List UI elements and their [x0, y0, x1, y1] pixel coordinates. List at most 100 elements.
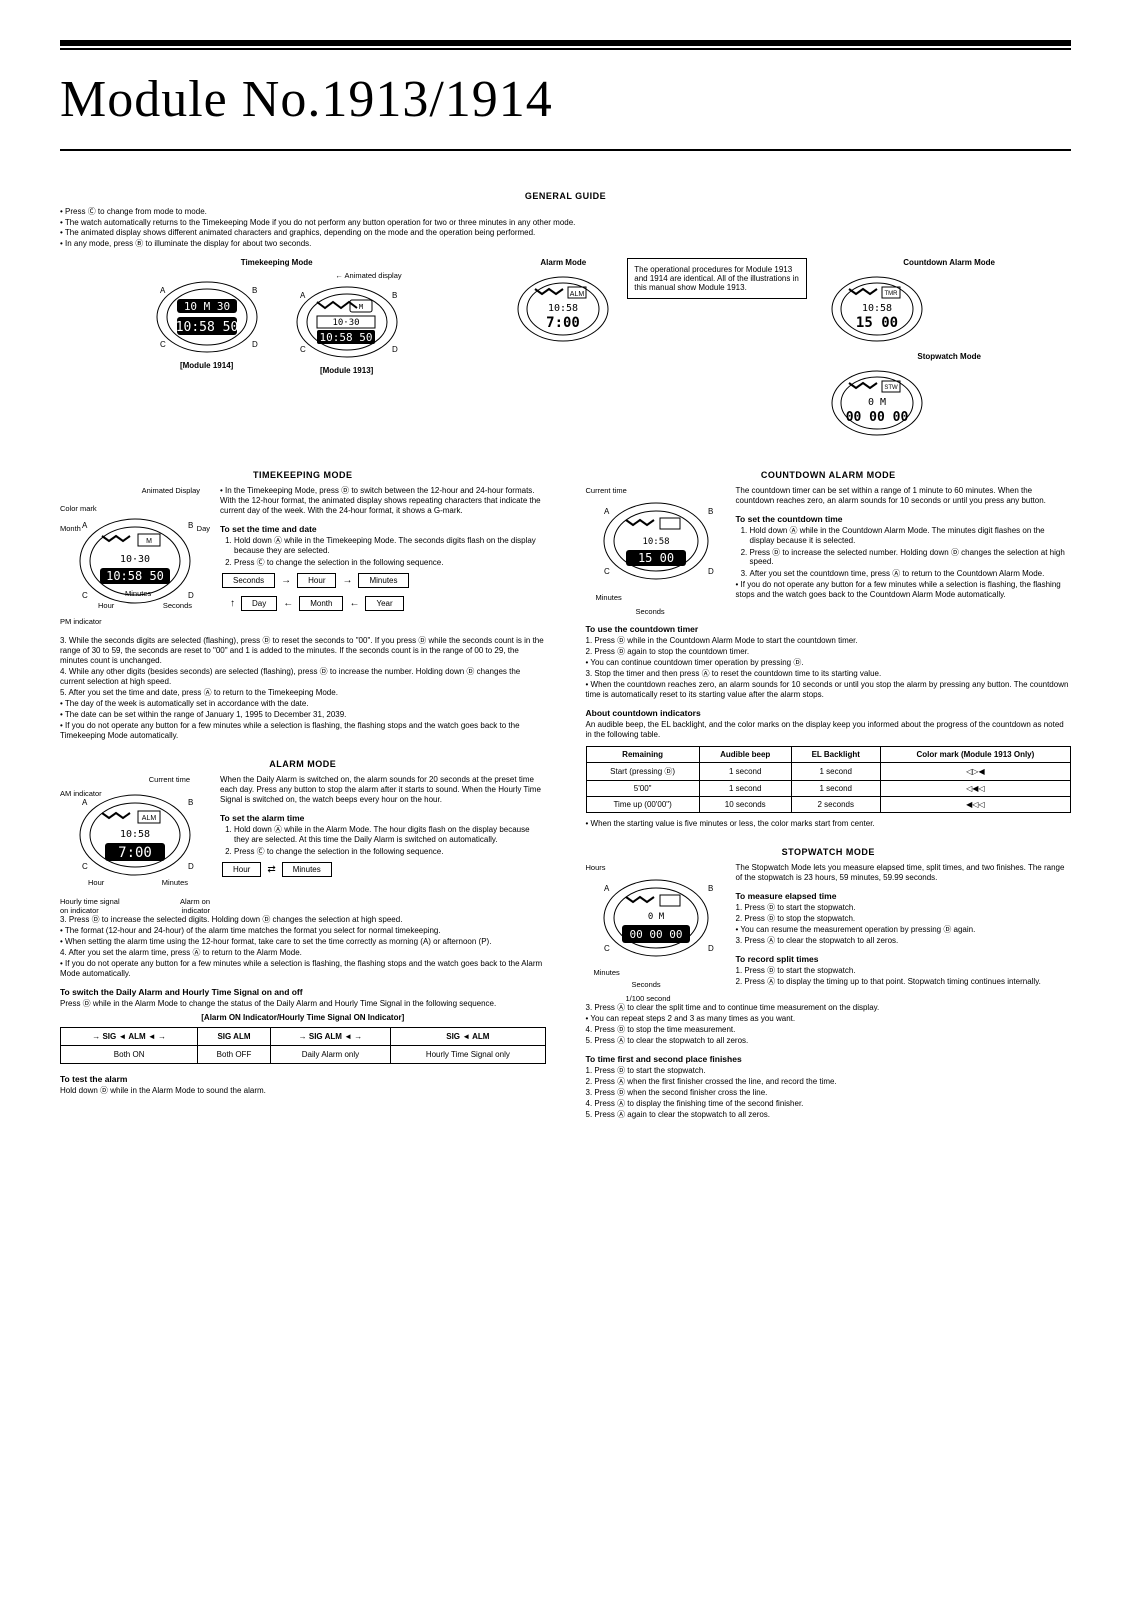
lbl-colormark: Color mark: [60, 504, 97, 513]
aih3: SIG ◄ ALM: [446, 1032, 489, 1041]
general-b1: The watch automatically returns to the T…: [65, 218, 576, 227]
sw-finish-head: To time first and second place finishes: [586, 1054, 1072, 1064]
sw-elapsed-head: To measure elapsed time: [736, 891, 1072, 901]
cap-1913: [Module 1913]: [292, 366, 402, 375]
cdr02: 1 second: [791, 763, 880, 781]
svg-text:D: D: [708, 944, 714, 953]
svg-text:10:58: 10:58: [548, 303, 578, 314]
air3: Hourly Time Signal only: [391, 1046, 545, 1064]
al-post-0: 3. Press Ⓓ to increase the selected digi…: [60, 915, 546, 925]
cdr10: 5'00": [586, 781, 699, 797]
svg-text:B: B: [252, 286, 257, 295]
air2: Daily Alarm only: [270, 1046, 390, 1064]
alseq-hour: Hour: [222, 862, 261, 877]
cd-ind-head: About countdown indicators: [586, 708, 1072, 718]
cdr12: 1 second: [791, 781, 880, 797]
lbl-seconds: Seconds: [163, 601, 192, 610]
cd-table-note: When the starting value is five minutes …: [591, 819, 875, 828]
svg-text:TMR: TMR: [885, 291, 899, 297]
svg-text:C: C: [604, 944, 610, 953]
seq-hour: Hour: [297, 573, 336, 588]
cd-use-4: • When the countdown reaches zero, an al…: [586, 680, 1072, 700]
sw-lbl-hund: 1/100 second: [626, 994, 671, 1003]
cd-step-1: Hold down Ⓐ while in the Countdown Alarm…: [750, 526, 1072, 545]
lbl-animated: Animated Display: [142, 486, 200, 495]
svg-text:B: B: [708, 884, 713, 893]
svg-text:ALM: ALM: [570, 291, 585, 298]
general-heading: GENERAL GUIDE: [60, 191, 1071, 201]
cd-lbl-current: Current time: [586, 486, 627, 495]
svg-text:10:58 50: 10:58 50: [106, 569, 164, 583]
svg-text:15 00: 15 00: [856, 315, 898, 331]
mode-diagram-row: Timekeeping Mode 10 M 30 10:58 50 AB CD: [60, 258, 1071, 440]
svg-text:C: C: [82, 862, 88, 871]
air1: Both OFF: [198, 1046, 270, 1064]
al-test-head: To test the alarm: [60, 1074, 546, 1084]
cd-lbl-min: Minutes: [596, 593, 622, 602]
cd-use-3: 3. Stop the timer and then press Ⓐ to re…: [586, 669, 1072, 679]
alseq-min: Minutes: [282, 862, 332, 877]
svg-text:C: C: [604, 567, 610, 576]
mode-alarm-label: Alarm Mode: [513, 258, 613, 267]
cdr01: 1 second: [699, 763, 791, 781]
sw-heading: STOPWATCH MODE: [586, 847, 1072, 857]
cd-lbl-sec: Seconds: [636, 607, 665, 616]
svg-text:ALM: ALM: [142, 815, 157, 822]
al-post-1: • The format (12-hour and 24-hour) of th…: [60, 926, 546, 936]
page-title: Module No.1913/1914: [60, 70, 1071, 129]
watch-alarm-icon: ALM 10:58 7:00: [513, 271, 613, 346]
cd-diagram-icon: 10:58 15 00 AB CD: [586, 486, 726, 596]
sw-e0: 1. Press Ⓓ to start the stopwatch.: [736, 903, 1072, 913]
alarm-step-1: Hold down Ⓐ while in the Alarm Mode. The…: [234, 825, 546, 844]
svg-text:STW: STW: [885, 385, 899, 391]
cdr20: Time up (00'00"): [586, 797, 699, 813]
svg-text:10:58 50: 10:58 50: [175, 320, 238, 335]
sw-f1: 2. Press Ⓐ when the first finisher cross…: [586, 1077, 1072, 1087]
svg-text:15 00: 15 00: [637, 551, 673, 565]
tk-note-0: The day of the week is automatically set…: [65, 699, 309, 708]
sw-diagram-icon: 0 M 00 00 00 AB CD: [586, 863, 726, 973]
cdh1: Audible beep: [699, 747, 791, 763]
watch-countdown-icon: TMR 10:58 15 00: [827, 271, 927, 346]
alarm-step-2: Press Ⓒ to change the selection in the f…: [234, 847, 546, 857]
air0: Both ON: [61, 1046, 198, 1064]
cdr11: 1 second: [699, 781, 791, 797]
sw-lbl-sec: Seconds: [632, 980, 661, 989]
sw-s5: 5. Press Ⓐ to clear the stopwatch to all…: [586, 1036, 1072, 1046]
svg-text:B: B: [708, 507, 713, 516]
cd-ind-text: An audible beep, the EL backlight, and t…: [586, 720, 1072, 740]
sw-s3: • You can repeat steps 2 and 3 as many t…: [586, 1014, 1072, 1024]
cdr00: Start (pressing Ⓓ): [586, 763, 699, 781]
cd-step-2: Press Ⓓ to increase the selected number.…: [750, 548, 1072, 567]
svg-text:7:00: 7:00: [118, 845, 152, 861]
cap-1914: [Module 1914]: [152, 361, 262, 370]
lbl-month: Month: [60, 524, 81, 533]
svg-text:M: M: [359, 303, 363, 311]
cdr13: ◁◀◁: [880, 781, 1070, 797]
tk-step-1: Hold down Ⓐ while in the Timekeeping Mod…: [234, 536, 546, 555]
tk-step-2: Press Ⓒ to change the selection in the f…: [234, 558, 546, 568]
al-lbl-am: AM indicator: [60, 789, 102, 798]
cd-use-head: To use the countdown timer: [586, 624, 1072, 634]
seq-seconds: Seconds: [222, 573, 275, 588]
cdh3: Color mark (Module 1913 Only): [880, 747, 1070, 763]
al-ind-caption: [Alarm ON Indicator/Hourly Time Signal O…: [60, 1013, 546, 1023]
watch-stopwatch-icon: STW 0 M 00 00 00: [827, 365, 927, 440]
anim-label: Animated display: [345, 271, 402, 280]
aih1: SIG ALM: [217, 1032, 250, 1041]
alarm-intro: When the Daily Alarm is switched on, the…: [220, 775, 546, 805]
svg-text:10 M 30: 10 M 30: [183, 300, 229, 313]
cd-use-1: 2. Press Ⓓ again to stop the countdown t…: [586, 647, 1072, 657]
lbl-minutes: Minutes: [125, 589, 151, 598]
cd-set-head: To set the countdown time: [736, 514, 1072, 524]
svg-text:00 00 00: 00 00 00: [629, 928, 682, 941]
al-lbl-on: Alarm on indicator: [160, 897, 210, 915]
general-b0: Press Ⓒ to change from mode to mode.: [65, 207, 207, 216]
mode-stopwatch-label: Stopwatch Mode: [827, 352, 1071, 361]
alarm-heading: ALARM MODE: [60, 759, 546, 769]
cdh0: Remaining: [586, 747, 699, 763]
tk-post-3: 3. While the seconds digits are selected…: [60, 636, 546, 666]
al-test-text: Hold down Ⓓ while in the Alarm Mode to s…: [60, 1086, 546, 1096]
cd-set-note: If you do not operate any button for a f…: [736, 580, 1061, 599]
al-post-4: • If you do not operate any button for a…: [60, 959, 546, 979]
